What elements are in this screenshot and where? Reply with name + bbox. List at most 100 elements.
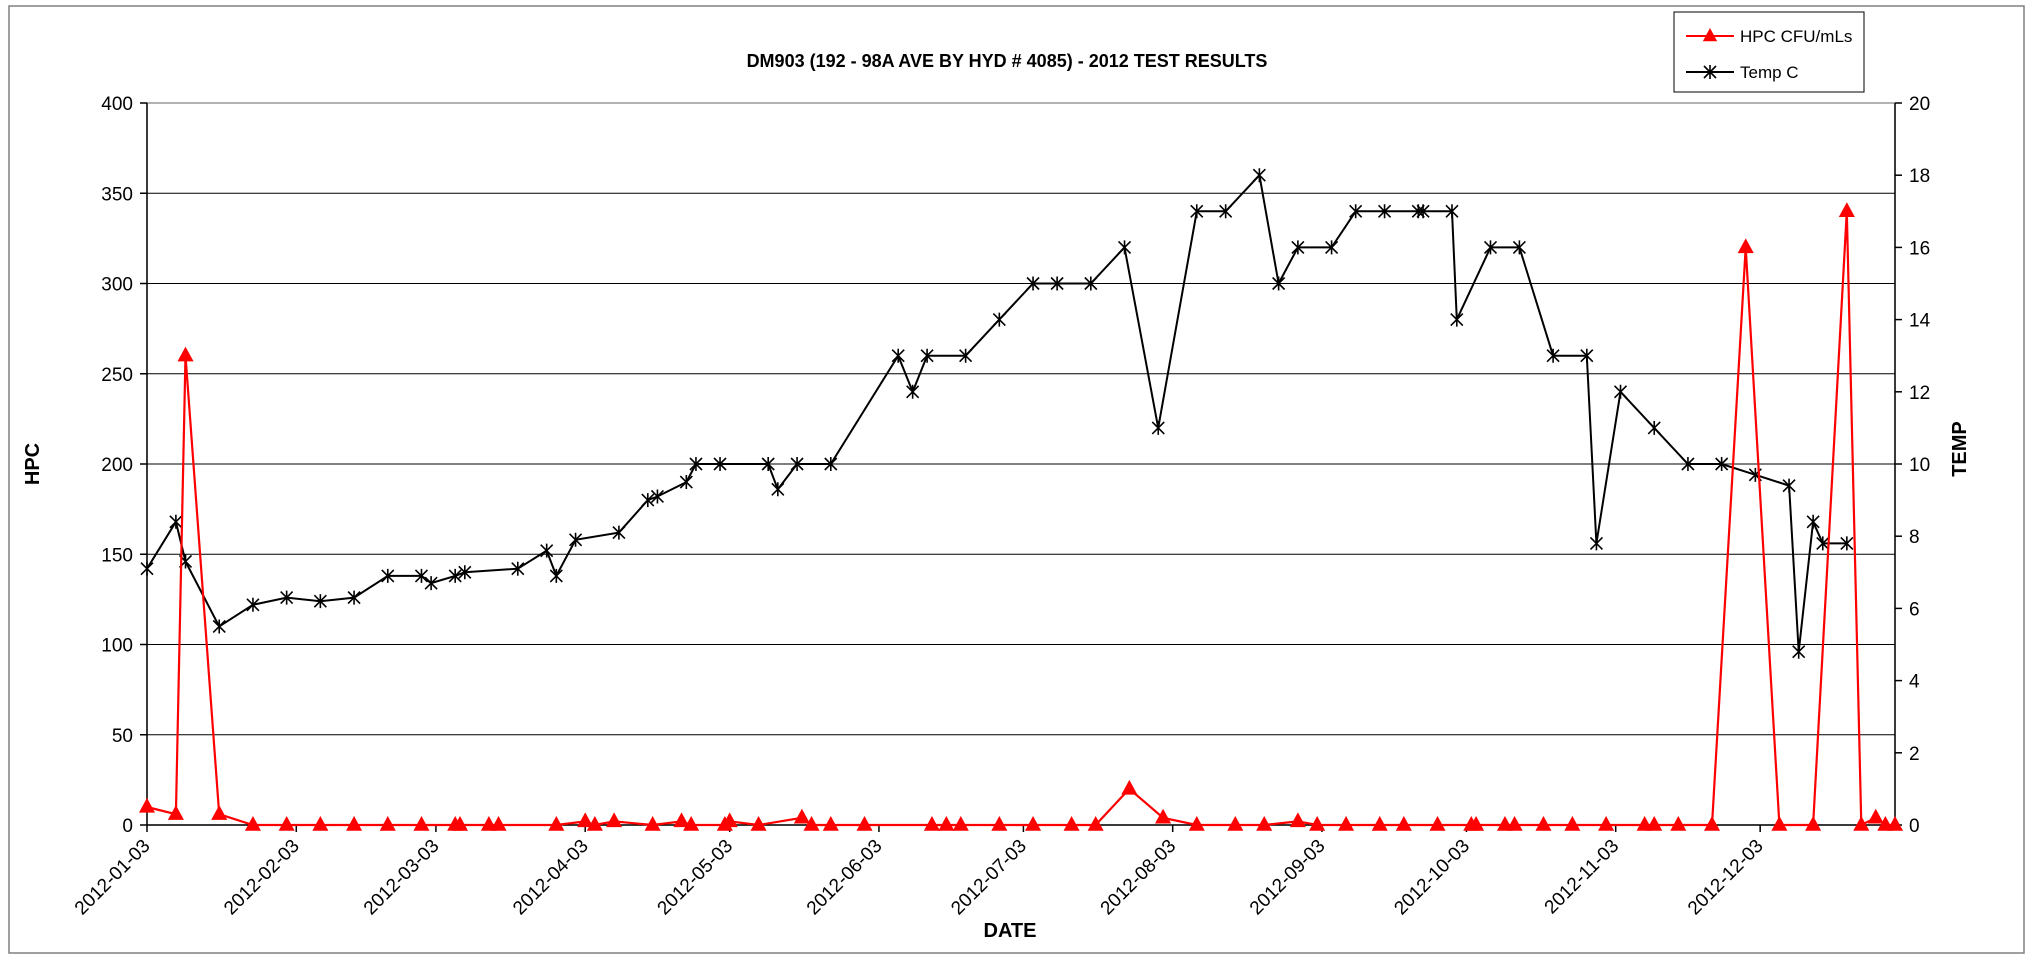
hpc-data-point <box>1771 815 1788 831</box>
left-tick-label: 50 <box>112 726 133 747</box>
temp-data-point <box>612 525 626 540</box>
hpc-data-point <box>1121 779 1138 795</box>
temp-data-point <box>424 576 438 591</box>
temp-series-line <box>146 173 1847 652</box>
temp-data-point <box>959 348 973 363</box>
temp-data-point <box>1252 168 1266 183</box>
right-tick-label: 8 <box>1909 527 1920 548</box>
temp-data-point <box>458 565 472 580</box>
temp-data-point <box>280 590 294 605</box>
hpc-data-point <box>750 815 767 831</box>
hpc-data-point <box>167 805 184 820</box>
temp-data-point <box>1349 204 1363 219</box>
hpc-data-point <box>1496 815 1513 831</box>
right-tick-label: 14 <box>1909 311 1931 332</box>
right-tick-label: 6 <box>1909 599 1920 620</box>
temp-data-point <box>1377 204 1392 219</box>
temp-data-point <box>1050 276 1064 291</box>
legend: HPC CFU/mLs Temp C <box>1673 11 1865 93</box>
temp-data-point <box>771 482 785 497</box>
hpc-data-point <box>1227 815 1244 831</box>
right-tick-label: 0 <box>1909 816 1920 837</box>
hpc-data-point <box>379 815 396 831</box>
temp-data-point <box>1681 457 1695 471</box>
temp-data-point <box>1647 420 1661 435</box>
right-tick-label: 4 <box>1909 672 1920 693</box>
temp-data-point <box>641 493 655 508</box>
temp-data-point <box>761 457 775 471</box>
temp-data-point <box>1816 536 1830 551</box>
legend-label-temp: Temp C <box>1740 63 1799 82</box>
hpc-data-point <box>1646 815 1663 831</box>
hpc-data-point <box>480 815 497 831</box>
hpc-data-point <box>451 815 469 831</box>
right-tick-label: 16 <box>1909 238 1930 259</box>
hpc-data-point <box>1337 815 1355 831</box>
hpc-data-point <box>1598 815 1615 831</box>
hpc-data-point <box>577 812 594 828</box>
hpc-data-point <box>413 815 430 831</box>
hpc-data-point <box>803 815 820 831</box>
temp-data-point <box>1450 312 1464 327</box>
hpc-data-point <box>586 815 603 831</box>
temp-data-point <box>540 543 554 558</box>
chart-title: DM903 (192 - 98A AVE BY HYD # 4085) - 20… <box>747 51 1268 71</box>
hpc-data-point <box>1188 815 1205 831</box>
hpc-data-point <box>1256 815 1273 831</box>
temp-data-point <box>1117 240 1132 255</box>
left-tick-label: 150 <box>101 545 133 566</box>
hpc-data-point <box>177 346 194 362</box>
temp-data-point <box>679 475 693 490</box>
temp-data-point <box>824 457 838 471</box>
x-axis-title: DATE <box>984 920 1037 942</box>
temp-data-point <box>1512 240 1526 255</box>
temp-data-point <box>713 457 727 471</box>
temp-data-point <box>1806 514 1820 529</box>
hpc-data-point <box>346 815 363 831</box>
left-tick-label: 250 <box>101 365 133 386</box>
temp-data-point <box>1483 240 1498 255</box>
temp-data-point <box>992 312 1006 327</box>
left-axis: 0 50 100 150 200 250 300 350 400 <box>101 94 148 837</box>
temp-data-point <box>414 568 429 583</box>
hpc-data-point <box>138 797 156 813</box>
hpc-data-point <box>938 815 955 831</box>
hpc-data-point <box>606 812 623 828</box>
hpc-data-point <box>1670 815 1687 831</box>
temp-data-point <box>448 568 462 583</box>
temp-data-point <box>1084 276 1098 291</box>
hpc-data-point <box>673 812 690 828</box>
temp-data-point <box>569 532 583 547</box>
hpc-data-point <box>548 815 565 831</box>
temp-data-point <box>1580 348 1594 363</box>
temp-data-point <box>140 561 154 576</box>
hpc-data-point <box>991 815 1008 831</box>
hpc-data-point <box>856 815 873 831</box>
y-axis-title: HPC <box>22 443 44 485</box>
left-tick-label: 400 <box>101 94 133 115</box>
hpc-data-point <box>1877 815 1894 831</box>
hpc-data-point <box>1024 815 1042 831</box>
temp-data-point <box>212 619 226 634</box>
right-tick-label: 18 <box>1909 166 1930 187</box>
y2-axis-title: TEMP <box>1949 421 1971 477</box>
temp-data-point <box>906 384 920 399</box>
hpc-data-point <box>923 815 940 831</box>
hpc-data-point <box>312 815 329 831</box>
hpc-data-point <box>1429 815 1446 831</box>
right-tick-label: 20 <box>1909 94 1930 115</box>
temp-data-point <box>650 489 665 504</box>
hpc-data-point <box>1506 815 1523 831</box>
temp-data-point <box>313 594 327 609</box>
temp-data-point <box>1840 536 1854 551</box>
series <box>138 168 1904 831</box>
hpc-data-point <box>1853 815 1870 831</box>
hpc-data-point <box>1087 815 1104 831</box>
hpc-data-point <box>952 815 969 831</box>
left-tick-label: 100 <box>101 636 133 657</box>
temp-data-point <box>1291 240 1305 255</box>
temp-data-point <box>1325 240 1339 255</box>
temp-data-point <box>347 590 361 605</box>
chart-background <box>8 5 2025 954</box>
